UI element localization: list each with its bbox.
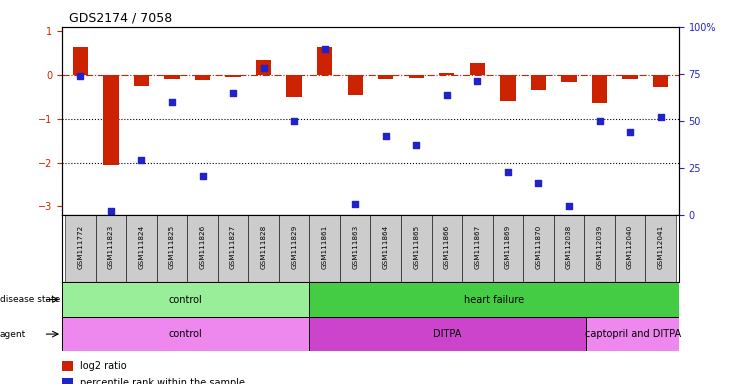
Bar [623,75,638,78]
Bar [615,215,645,282]
Text: GDS2174 / 7058: GDS2174 / 7058 [69,12,172,25]
Bar [195,75,210,80]
Text: GSM111870: GSM111870 [535,225,542,270]
Text: GSM112041: GSM112041 [658,225,664,270]
Point [410,142,422,149]
Point [593,118,605,124]
Point [105,208,117,214]
Text: agent: agent [0,329,26,339]
Point [350,201,361,207]
Bar [347,75,363,95]
Bar [409,75,424,78]
Bar [401,215,431,282]
Bar [462,215,493,282]
Bar [134,75,149,86]
Bar [561,75,577,81]
Point [655,114,666,120]
Bar [653,75,668,87]
Point [166,99,178,105]
Point [288,118,300,124]
Bar [378,75,393,78]
Bar [103,75,118,165]
Bar [500,75,515,101]
Text: captopril and DITPA: captopril and DITPA [585,329,680,339]
Bar [309,317,586,351]
Text: GSM111867: GSM111867 [474,225,480,270]
Bar [645,215,676,282]
Bar [62,317,309,351]
Bar [96,215,126,282]
Text: GSM111827: GSM111827 [230,225,236,270]
Text: GSM112039: GSM112039 [596,225,602,270]
Text: GSM111823: GSM111823 [108,225,114,270]
Point [624,129,636,135]
Text: GSM111861: GSM111861 [322,225,328,270]
Point [502,169,514,175]
Bar [371,215,401,282]
Text: GSM111829: GSM111829 [291,225,297,270]
Point [196,172,208,179]
Bar [523,215,553,282]
Point [136,157,147,164]
Point [74,73,86,79]
Point [472,78,483,84]
Bar [218,215,248,282]
Text: control: control [169,295,202,305]
Bar [586,317,679,351]
Bar [493,215,523,282]
Bar [188,215,218,282]
Text: heart failure: heart failure [464,295,524,305]
Bar [553,215,584,282]
Text: GSM111828: GSM111828 [261,225,266,270]
Bar [317,46,332,75]
Text: log2 ratio: log2 ratio [80,361,127,371]
Bar [531,75,546,90]
Text: GSM111772: GSM111772 [77,225,83,270]
Bar [62,282,309,317]
Text: GSM112040: GSM112040 [627,225,633,270]
Text: GSM112038: GSM112038 [566,225,572,270]
Text: GSM111865: GSM111865 [413,225,419,270]
Text: GSM111863: GSM111863 [352,225,358,270]
Text: control: control [169,329,202,339]
Bar [286,75,301,97]
Point [258,65,269,71]
Point [227,90,239,96]
Bar [584,215,615,282]
Bar [126,215,157,282]
Text: GSM111866: GSM111866 [444,225,450,270]
Text: DITPA: DITPA [434,329,462,339]
Text: disease state: disease state [0,295,61,304]
Bar [65,215,96,282]
Text: GSM111869: GSM111869 [505,225,511,270]
Bar [164,75,180,78]
Bar [469,63,485,75]
Bar [256,60,272,75]
Bar [310,215,340,282]
Text: percentile rank within the sample: percentile rank within the sample [80,378,245,384]
Bar [226,75,241,77]
Text: GSM111826: GSM111826 [199,225,206,270]
Text: GSM111824: GSM111824 [139,225,145,270]
Text: GSM111864: GSM111864 [383,225,389,270]
Bar [340,215,370,282]
Point [319,46,331,53]
Point [563,203,575,209]
Bar [431,215,462,282]
Bar [157,215,188,282]
Point [533,180,545,186]
Bar [248,215,279,282]
Text: GSM111825: GSM111825 [169,225,175,270]
Bar [309,282,679,317]
Bar [592,75,607,103]
Point [441,91,453,98]
Bar [279,215,310,282]
Point [380,133,391,139]
Bar [439,73,455,75]
Bar [73,46,88,75]
